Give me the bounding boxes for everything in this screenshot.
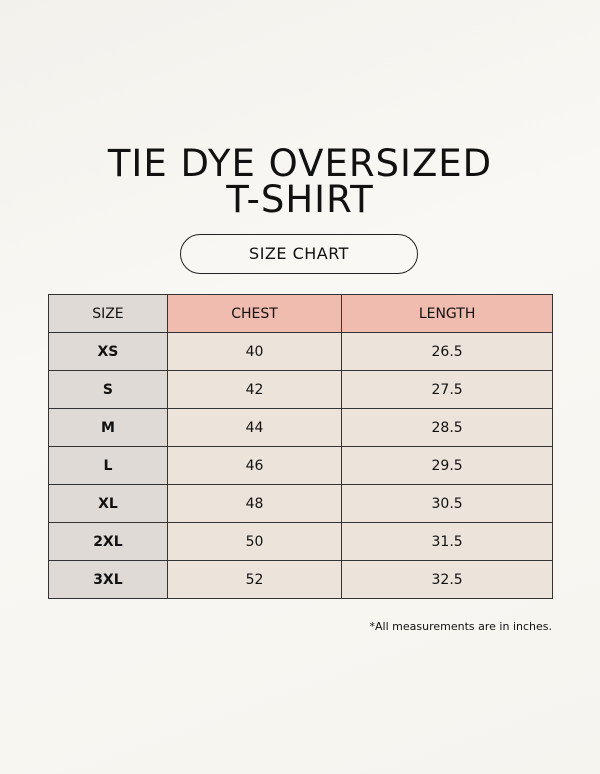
footnote: *All measurements are in inches. xyxy=(369,620,552,633)
table-cell: 28.5 xyxy=(341,408,553,447)
table-row: L 46 29.5 xyxy=(48,446,553,485)
table-cell: 44 xyxy=(166,408,343,447)
table-row: 3XL 52 32.5 xyxy=(48,560,553,599)
title: TIE DYE OVERSIZED T-SHIRT xyxy=(0,145,600,221)
badge: SIZE CHART xyxy=(180,234,418,274)
table-cell: XL xyxy=(48,484,168,523)
table-cell: L xyxy=(48,446,168,485)
table-cell: 3XL xyxy=(48,560,168,599)
table-row: 2XL 50 31.5 xyxy=(48,522,553,561)
title-line: TIE DYE OVERSIZED xyxy=(107,142,493,185)
table-cell: 32.5 xyxy=(341,560,553,599)
size-table: SIZE CHEST LENGTH XS 40 26.5 S 42 27.5 M 44 28.5 L 46… xyxy=(48,294,553,599)
table-cell: 26.5 xyxy=(341,332,553,371)
table-cell: 42 xyxy=(166,370,343,409)
table-cell: 2XL xyxy=(48,522,168,561)
table-cell: 27.5 xyxy=(341,370,553,409)
table-cell: 48 xyxy=(166,484,343,523)
column-header: SIZE xyxy=(48,294,168,333)
table-cell: 29.5 xyxy=(341,446,553,485)
table-cell: 46 xyxy=(166,446,343,485)
table-cell: 52 xyxy=(166,560,343,599)
table-cell: XS xyxy=(48,332,168,371)
table-row: S 42 27.5 xyxy=(48,370,553,409)
column-header: LENGTH xyxy=(341,294,553,333)
column-header: CHEST xyxy=(166,294,343,333)
table-cell: 40 xyxy=(166,332,343,371)
table-cell: 50 xyxy=(166,522,343,561)
table-row: M 44 28.5 xyxy=(48,408,553,447)
table-cell: 30.5 xyxy=(341,484,553,523)
table-cell: S xyxy=(48,370,168,409)
title-line: T-SHIRT xyxy=(226,178,374,221)
table-row: XS 40 26.5 xyxy=(48,332,553,371)
table-row: XL 48 30.5 xyxy=(48,484,553,523)
table-cell: M xyxy=(48,408,168,447)
table-cell: 31.5 xyxy=(341,522,553,561)
